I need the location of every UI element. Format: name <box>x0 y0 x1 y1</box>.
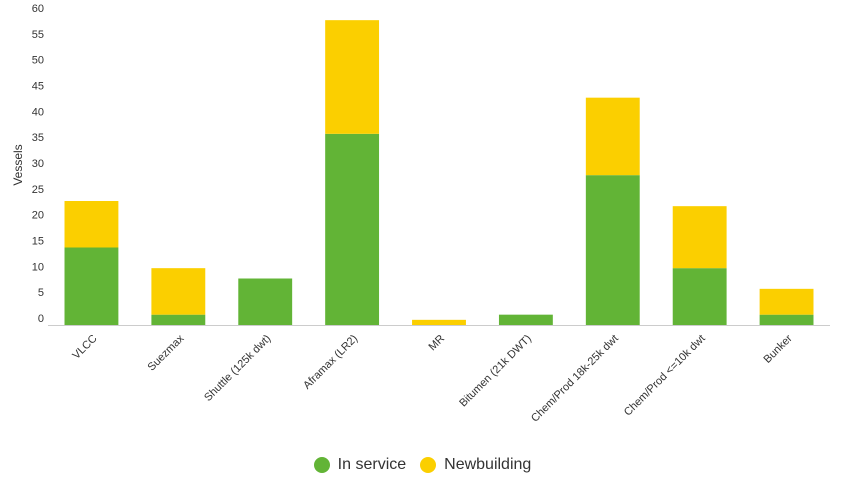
y-tick-label: 15 <box>32 236 44 248</box>
bar-in-service[interactable] <box>238 278 293 326</box>
y-tick-label: 60 <box>32 3 44 15</box>
legend-item-in-service[interactable]: In service <box>313 456 407 474</box>
bar-newbuilding[interactable] <box>151 268 206 315</box>
legend-swatch-in-service <box>313 457 330 473</box>
y-tick-label: 35 <box>32 132 44 144</box>
bar-newbuilding[interactable] <box>64 201 119 248</box>
bar-newbuilding[interactable] <box>325 20 380 134</box>
x-tick-label: Shuttle (125k dwt) <box>202 333 273 404</box>
y-tick-label: 40 <box>32 106 44 118</box>
bar-in-service[interactable] <box>759 314 814 325</box>
y-tick-label: 50 <box>32 55 44 67</box>
legend-label-in-service: In service <box>337 456 407 473</box>
y-axis-label: Vessels <box>11 144 25 185</box>
y-tick-label: 20 <box>32 210 44 222</box>
y-tick-label: 5 <box>38 287 44 299</box>
legend: In service Newbuilding <box>0 456 845 474</box>
bar-in-service[interactable] <box>585 175 640 325</box>
x-axis-ticks: VLCC Suezmax Shuttle (125k dwt) Aframax (LR… <box>70 332 795 424</box>
bar-newbuilding[interactable] <box>759 288 814 315</box>
bar-newbuilding[interactable] <box>412 319 466 325</box>
bars <box>64 20 814 326</box>
bar-newbuilding[interactable] <box>585 97 640 176</box>
y-tick-label: 45 <box>32 81 44 93</box>
bar-in-service[interactable] <box>498 314 553 325</box>
y-tick-label: 25 <box>32 184 44 196</box>
x-tick-label: VLCC <box>70 333 99 362</box>
x-tick-label: Aframax (LR2) <box>301 333 360 392</box>
bar-in-service[interactable] <box>672 268 727 325</box>
y-tick-label: 30 <box>32 158 44 170</box>
legend-item-newbuilding[interactable]: Newbuilding <box>420 456 531 474</box>
x-tick-label: Bunker <box>762 332 795 365</box>
y-axis-ticks: 0 5 10 15 20 25 30 35 40 45 50 55 60 <box>32 3 44 325</box>
bar-in-service[interactable] <box>325 133 380 325</box>
bar-in-service[interactable] <box>151 314 206 325</box>
x-tick-label: Chem/Prod 18k-25k dwt <box>529 333 621 425</box>
legend-label-newbuilding: Newbuilding <box>444 456 532 473</box>
x-tick-label: MR <box>427 333 448 354</box>
x-tick-label: Suezmax <box>146 332 187 373</box>
bar-newbuilding[interactable] <box>672 206 727 269</box>
legend-swatch-newbuilding <box>420 457 437 473</box>
bar-in-service[interactable] <box>64 247 119 326</box>
y-tick-label: 0 <box>38 313 44 325</box>
x-tick-label: Chem/Prod <=10k dwt <box>622 333 708 419</box>
y-tick-label: 10 <box>32 261 44 273</box>
x-tick-label: Bitumen (21k DWT) <box>457 333 534 410</box>
y-tick-label: 55 <box>32 29 44 41</box>
